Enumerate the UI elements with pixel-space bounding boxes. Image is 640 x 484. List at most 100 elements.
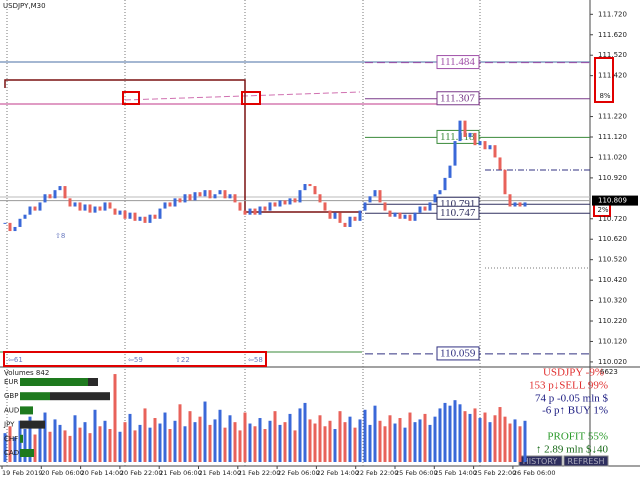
y-tick-label: 111.220 [598, 113, 627, 121]
volume-bar [403, 427, 407, 462]
volume-bar [453, 400, 457, 462]
y-tick-label: 110.520 [598, 256, 627, 264]
volume-bar [323, 426, 327, 462]
candle [3, 222, 7, 224]
x-tick-label: 20 Feb 14:00 [81, 469, 124, 477]
volume-bar [423, 413, 427, 462]
candle [373, 190, 377, 197]
profit-label: PROFIT 55% [547, 431, 608, 443]
volume-bar [518, 426, 522, 462]
candle [458, 120, 462, 142]
strength-bar [20, 392, 50, 401]
refresh-button[interactable] [563, 455, 609, 467]
volume-bar [318, 415, 322, 462]
candle [343, 222, 347, 227]
volume-bar [113, 374, 117, 462]
highlight-box [3, 351, 267, 367]
candle [453, 141, 457, 166]
strength-bar [20, 378, 88, 386]
step-line [4, 79, 362, 213]
candle [423, 206, 427, 211]
volume-bar [288, 413, 292, 462]
candle [178, 198, 182, 203]
candle [493, 145, 497, 158]
candle [118, 210, 122, 215]
volume-bar [483, 412, 487, 462]
current-price-box [592, 195, 638, 206]
volume-bar [13, 437, 17, 462]
x-tick-label: 21 Feb 22:00 [238, 469, 281, 477]
volume-bar [223, 427, 227, 462]
volume-bar [118, 431, 122, 462]
volume-bar [413, 422, 417, 462]
volume-bar [488, 422, 492, 462]
candle [258, 206, 262, 215]
candle [473, 132, 477, 146]
volume-bar [148, 427, 152, 462]
volume-bar [438, 408, 442, 462]
volume-max: 6623 [600, 368, 618, 376]
strength-bar [20, 449, 34, 457]
y-tick-label: 111.120 [598, 133, 627, 141]
candle [88, 204, 92, 213]
level-label-box [436, 91, 480, 106]
volume-bar [388, 415, 392, 462]
candle [163, 202, 167, 209]
strength-bar [20, 406, 33, 415]
candle [8, 222, 12, 232]
candle [108, 202, 112, 209]
volume-bar [253, 426, 257, 462]
volume-bar [503, 416, 507, 462]
volume-bar [268, 420, 272, 462]
y-tick-label: 111.520 [598, 51, 627, 59]
candle [273, 202, 277, 207]
candle [523, 202, 527, 207]
x-tick-label: 20 Feb 22:00 [120, 469, 163, 477]
volume-bar [168, 429, 172, 462]
candle [63, 186, 67, 199]
y-tick-label: 111.020 [598, 153, 627, 161]
history-button-label[interactable]: HISTORY [523, 457, 558, 466]
signal-line: 153 p↓SELL 99% [529, 380, 608, 392]
candle [293, 198, 297, 203]
volume-bar [508, 423, 512, 462]
x-tick-label: 22 Feb 06:00 [277, 469, 320, 477]
volume-bar [243, 412, 247, 462]
volume-bar [78, 427, 82, 462]
candle [183, 194, 187, 203]
volume-bar [23, 429, 27, 462]
volume-bar [383, 426, 387, 462]
candle [383, 202, 387, 211]
candle [143, 216, 147, 223]
candle [123, 210, 127, 219]
level-label: 110.747 [440, 207, 476, 219]
volume-bar [123, 422, 127, 462]
x-tick-label: 25 Feb 14:00 [434, 469, 477, 477]
volume-bar [248, 423, 252, 462]
candle [68, 198, 72, 207]
candle [438, 190, 442, 195]
volume-bar [233, 422, 237, 462]
candle [418, 206, 422, 213]
volume-bar [128, 413, 132, 462]
x-tick-label: 21 Feb 06:00 [159, 469, 202, 477]
candle [53, 190, 57, 199]
y-tick-label: 110.720 [598, 215, 627, 223]
candle [333, 212, 337, 219]
candle [233, 194, 237, 203]
volume-bar [93, 409, 97, 462]
volume-bar [333, 429, 337, 462]
annotation: ⇧22 [175, 356, 190, 364]
candle [128, 212, 132, 219]
refresh-button-label[interactable]: REFRESH [568, 457, 605, 466]
volume-bar [183, 426, 187, 462]
x-tick-label: 22 Feb 22:00 [356, 469, 399, 477]
candle [368, 196, 372, 203]
x-tick-label: 19 Feb 2019 [2, 469, 42, 477]
y-tick-label: 111.720 [598, 10, 627, 18]
current-price-label: 110.809 [598, 197, 627, 205]
volume-bar [298, 408, 302, 462]
candle [283, 200, 287, 205]
volume-bar [338, 411, 342, 462]
highlight-box [594, 57, 614, 103]
